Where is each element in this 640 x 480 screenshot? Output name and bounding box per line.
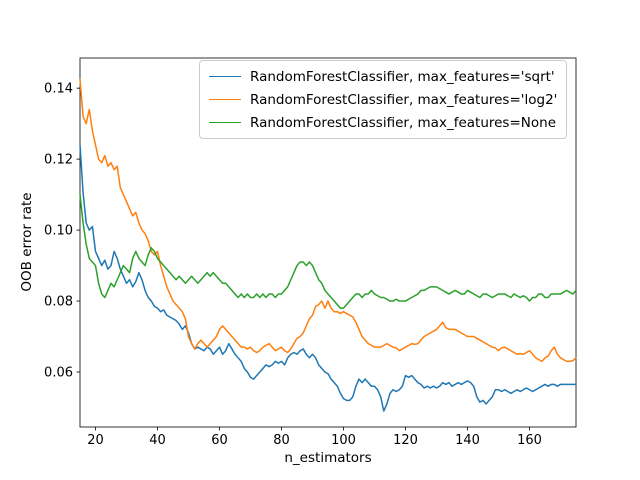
x-tick-label: 40 xyxy=(149,433,166,448)
y-tick-label: 0.12 xyxy=(44,153,73,168)
legend-label: RandomForestClassifier, max_features='lo… xyxy=(250,91,558,108)
series-line xyxy=(79,144,577,412)
y-tick-label: 0.08 xyxy=(44,295,73,310)
x-tick-label: 140 xyxy=(455,433,480,448)
legend-line-swatch xyxy=(209,122,241,123)
x-tick-label: 160 xyxy=(517,433,542,448)
series-line xyxy=(79,193,577,309)
legend-item: RandomForestClassifier, max_features=Non… xyxy=(209,112,557,133)
legend-line-swatch xyxy=(209,99,241,100)
legend-item: RandomForestClassifier, max_features='lo… xyxy=(209,89,557,110)
y-tick-label: 0.14 xyxy=(44,82,73,97)
x-tick-label: 20 xyxy=(87,433,104,448)
y-tick-label: 0.10 xyxy=(44,224,73,239)
legend-item: RandomForestClassifier, max_features='sq… xyxy=(209,66,557,87)
x-tick-label: 120 xyxy=(393,433,418,448)
x-tick-label: 60 xyxy=(211,433,228,448)
y-tick-label: 0.06 xyxy=(44,366,73,381)
legend: RandomForestClassifier, max_features='sq… xyxy=(199,60,568,139)
x-tick-label: 100 xyxy=(331,433,356,448)
axes-spines xyxy=(79,57,577,428)
legend-line-swatch xyxy=(209,76,241,77)
legend-label: RandomForestClassifier, max_features='sq… xyxy=(250,68,555,85)
x-tick-label: 80 xyxy=(273,433,290,448)
y-axis-label: OOB error rate xyxy=(19,192,35,292)
series-line xyxy=(79,78,577,363)
legend-label: RandomForestClassifier, max_features=Non… xyxy=(250,114,556,131)
x-axis-label: n_estimators xyxy=(284,450,372,466)
